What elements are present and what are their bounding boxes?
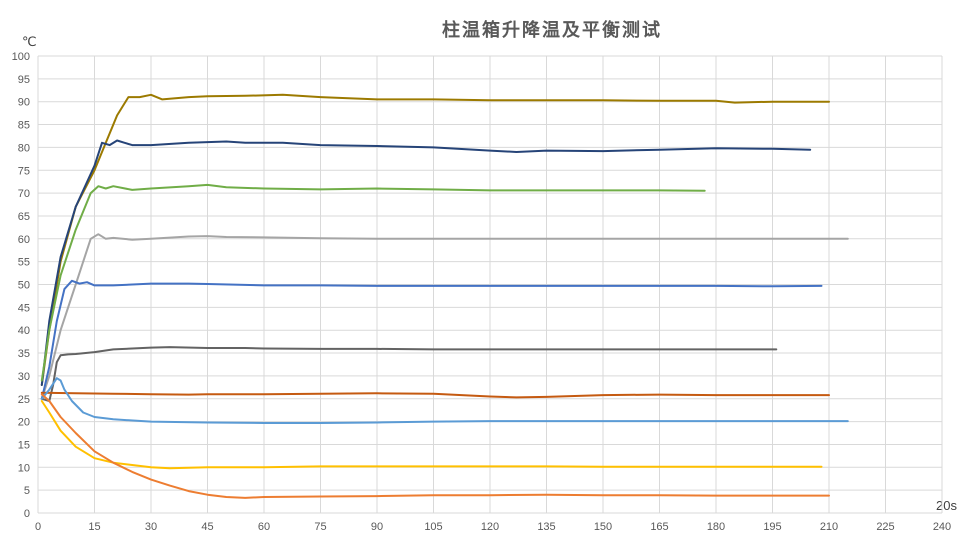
series-line-7	[40, 391, 830, 399]
y-tick-label: 65	[18, 211, 30, 223]
series-line-6	[40, 346, 778, 402]
series-line-3	[40, 183, 706, 382]
x-tick-label: 120	[481, 521, 499, 533]
series-line-2	[40, 139, 812, 386]
y-axis-label: ℃	[22, 34, 37, 49]
x-tick-label: 105	[424, 521, 442, 533]
y-tick-label: 85	[18, 120, 30, 132]
x-tick-label: 45	[201, 521, 213, 533]
y-tick-label: 80	[18, 142, 30, 154]
y-tick-label: 50	[18, 280, 30, 292]
x-tick-label: 180	[707, 521, 725, 533]
x-tick-label: 150	[594, 521, 612, 533]
x-tick-label: 195	[763, 521, 781, 533]
x-tick-label: 240	[933, 521, 951, 533]
y-tick-label: 30	[18, 371, 30, 383]
x-tick-label: 75	[314, 521, 326, 533]
y-tick-label: 45	[18, 302, 30, 314]
x-tick-label: 135	[537, 521, 555, 533]
x-axis-label: 20s	[936, 498, 957, 513]
x-tick-label: 225	[876, 521, 894, 533]
y-tick-label: 25	[18, 394, 30, 406]
y-tick-label: 15	[18, 439, 30, 451]
y-tick-label: 10	[18, 462, 30, 474]
chart-title: 柱温箱升降温及平衡测试	[442, 19, 662, 41]
y-tick-label: 55	[18, 257, 30, 269]
y-tick-label: 40	[18, 325, 30, 337]
y-tick-label: 90	[18, 97, 30, 109]
x-tick-label: 15	[88, 521, 100, 533]
x-tick-label: 0	[35, 521, 41, 533]
y-tick-label: 60	[18, 234, 30, 246]
y-tick-label: 75	[18, 165, 30, 177]
series-line-10	[40, 393, 830, 499]
x-tick-labels: 0 15 30 45 60 75 90 105 120 135 150 165 180 195 210 225…	[35, 521, 951, 533]
y-tick-labels: 0 5 10 15 20 25 30 35 40 45 50 55 60 65 70 75 80 85 90 95 10…	[12, 51, 30, 520]
y-tick-label: 100	[12, 51, 30, 63]
x-tick-label: 90	[371, 521, 383, 533]
y-tick-label: 95	[18, 74, 30, 86]
y-tick-label: 5	[24, 485, 30, 497]
series-line-5	[40, 279, 823, 400]
series-line-9	[40, 400, 823, 470]
y-tick-label: 35	[18, 348, 30, 360]
y-tick-label: 70	[18, 188, 30, 200]
series-lines	[40, 93, 849, 499]
x-tick-label: 165	[650, 521, 668, 533]
x-tick-label: 60	[258, 521, 270, 533]
x-tick-label: 210	[820, 521, 838, 533]
x-tick-label: 30	[145, 521, 157, 533]
y-tick-label: 20	[18, 417, 30, 429]
series-line-1	[40, 93, 830, 386]
series-line-8	[40, 377, 849, 424]
series-line-4	[40, 233, 849, 400]
y-tick-label: 0	[24, 508, 30, 520]
